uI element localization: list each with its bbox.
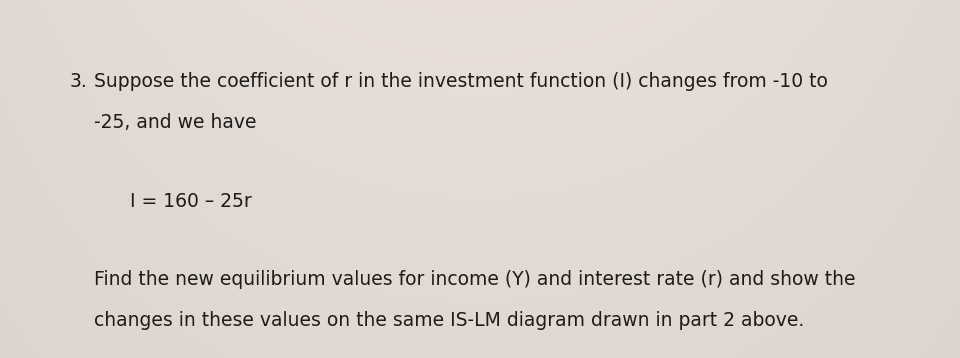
Text: -25, and we have: -25, and we have xyxy=(94,113,256,132)
Text: 3.: 3. xyxy=(69,72,86,91)
Text: changes in these values on the same IS-LM diagram drawn in part 2 above.: changes in these values on the same IS-L… xyxy=(94,311,804,330)
Text: Suppose the coefficient of r in the investment function (I) changes from -10 to: Suppose the coefficient of r in the inve… xyxy=(94,72,828,91)
Text: I = 160 – 25r: I = 160 – 25r xyxy=(130,192,252,211)
Text: Find the new equilibrium values for income (Y) and interest rate (r) and show th: Find the new equilibrium values for inco… xyxy=(94,270,855,289)
